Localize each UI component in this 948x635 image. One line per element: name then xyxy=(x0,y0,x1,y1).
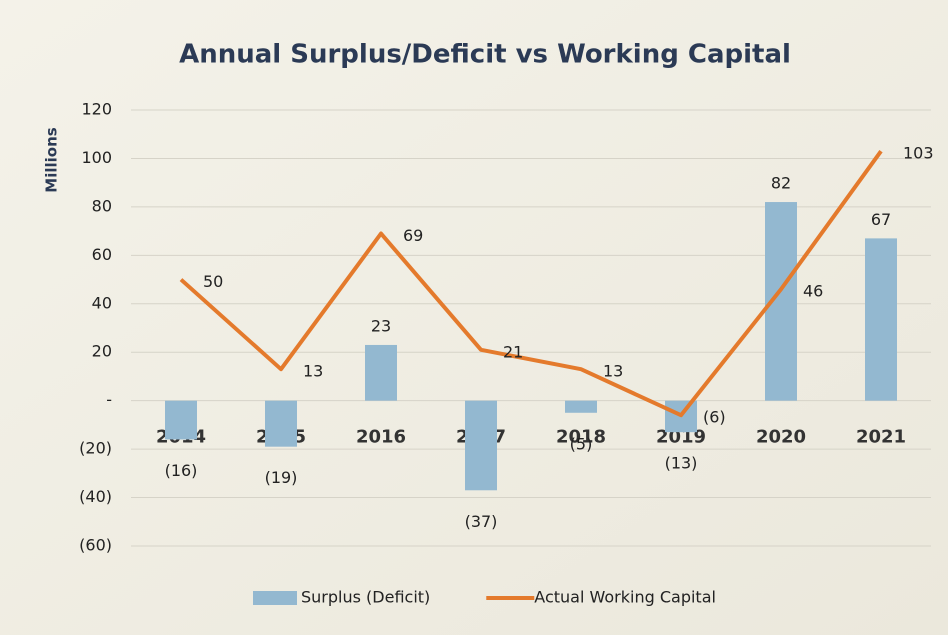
legend-label: Actual Working Capital xyxy=(534,588,716,607)
data-label: (37) xyxy=(465,512,498,531)
chart-title: Annual Surplus/Deficit vs Working Capita… xyxy=(179,40,791,70)
bar xyxy=(565,400,597,413)
data-label: (5) xyxy=(570,434,593,453)
data-label: 21 xyxy=(503,342,523,361)
x-tick-label: 2016 xyxy=(356,427,406,448)
y-tick-label: (40) xyxy=(79,487,112,506)
y-tick-label: 120 xyxy=(81,100,112,119)
data-label: 82 xyxy=(771,174,791,193)
y-tick-label: 60 xyxy=(92,245,112,264)
bar xyxy=(465,400,497,491)
legend-label: Surplus (Deficit) xyxy=(301,588,430,607)
y-tick-label: 100 xyxy=(81,148,112,167)
data-label: 50 xyxy=(203,272,223,291)
bar xyxy=(165,400,197,440)
y-axis-label: Millions xyxy=(43,127,61,192)
y-tick-label: 20 xyxy=(92,342,112,361)
data-label: 23 xyxy=(371,316,391,335)
bar xyxy=(365,344,397,401)
bar xyxy=(265,400,297,447)
data-label: (6) xyxy=(703,408,726,427)
y-tick-label: 80 xyxy=(92,196,112,215)
legend-swatch xyxy=(253,591,297,605)
data-label: 46 xyxy=(803,282,823,301)
data-label: 103 xyxy=(903,144,934,163)
y-tick-label: - xyxy=(106,390,112,409)
data-label: (19) xyxy=(265,468,298,487)
data-label: 69 xyxy=(403,226,423,245)
x-tick-label: 2020 xyxy=(756,427,806,448)
data-label: (13) xyxy=(665,454,698,473)
data-label: (16) xyxy=(165,461,198,480)
line xyxy=(179,150,883,418)
data-label: 67 xyxy=(871,210,891,229)
y-tick-label: (20) xyxy=(79,439,112,458)
bar xyxy=(865,238,897,401)
y-tick-label: 40 xyxy=(92,293,112,312)
y-tick-label: (60) xyxy=(79,536,112,555)
data-label: 13 xyxy=(303,362,323,381)
x-tick-label: 2021 xyxy=(856,427,906,448)
data-label: 13 xyxy=(603,362,623,381)
x-tick-label: 2018 xyxy=(556,427,606,448)
